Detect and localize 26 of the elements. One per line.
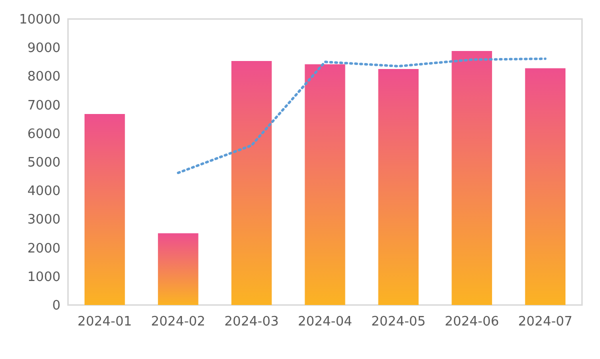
line-series [176, 58, 547, 174]
y-tick-label: 8000 [27, 70, 60, 85]
x-tick-label: 2024-01 [78, 314, 132, 330]
bar [452, 51, 492, 305]
y-tick-label: 2000 [27, 241, 60, 256]
bar [231, 61, 272, 305]
y-tick-label: 7000 [27, 98, 60, 114]
y-tick-label: 0 [52, 298, 60, 314]
y-tick-label: 10000 [19, 12, 60, 28]
bar [84, 114, 125, 305]
bar [378, 69, 419, 305]
bar [158, 233, 198, 305]
x-tick-label: 2024-05 [371, 314, 426, 330]
y-tick-label: 9000 [27, 41, 60, 56]
x-tick-label: 2024-02 [150, 314, 206, 330]
y-tick-label: 4000 [27, 184, 60, 200]
x-tick-label: 2024-06 [444, 314, 500, 330]
x-tick-label: 2024-07 [518, 314, 572, 330]
bar [525, 68, 566, 305]
x-tick-label: 2024-04 [298, 314, 352, 330]
y-tick-label: 1000 [27, 270, 60, 285]
y-tick-label: 3000 [27, 212, 60, 228]
x-tick-label: 2024-03 [224, 314, 279, 330]
y-tick-label: 5000 [27, 156, 60, 170]
y-tick-label: 6000 [27, 126, 60, 142]
bar [304, 64, 346, 305]
